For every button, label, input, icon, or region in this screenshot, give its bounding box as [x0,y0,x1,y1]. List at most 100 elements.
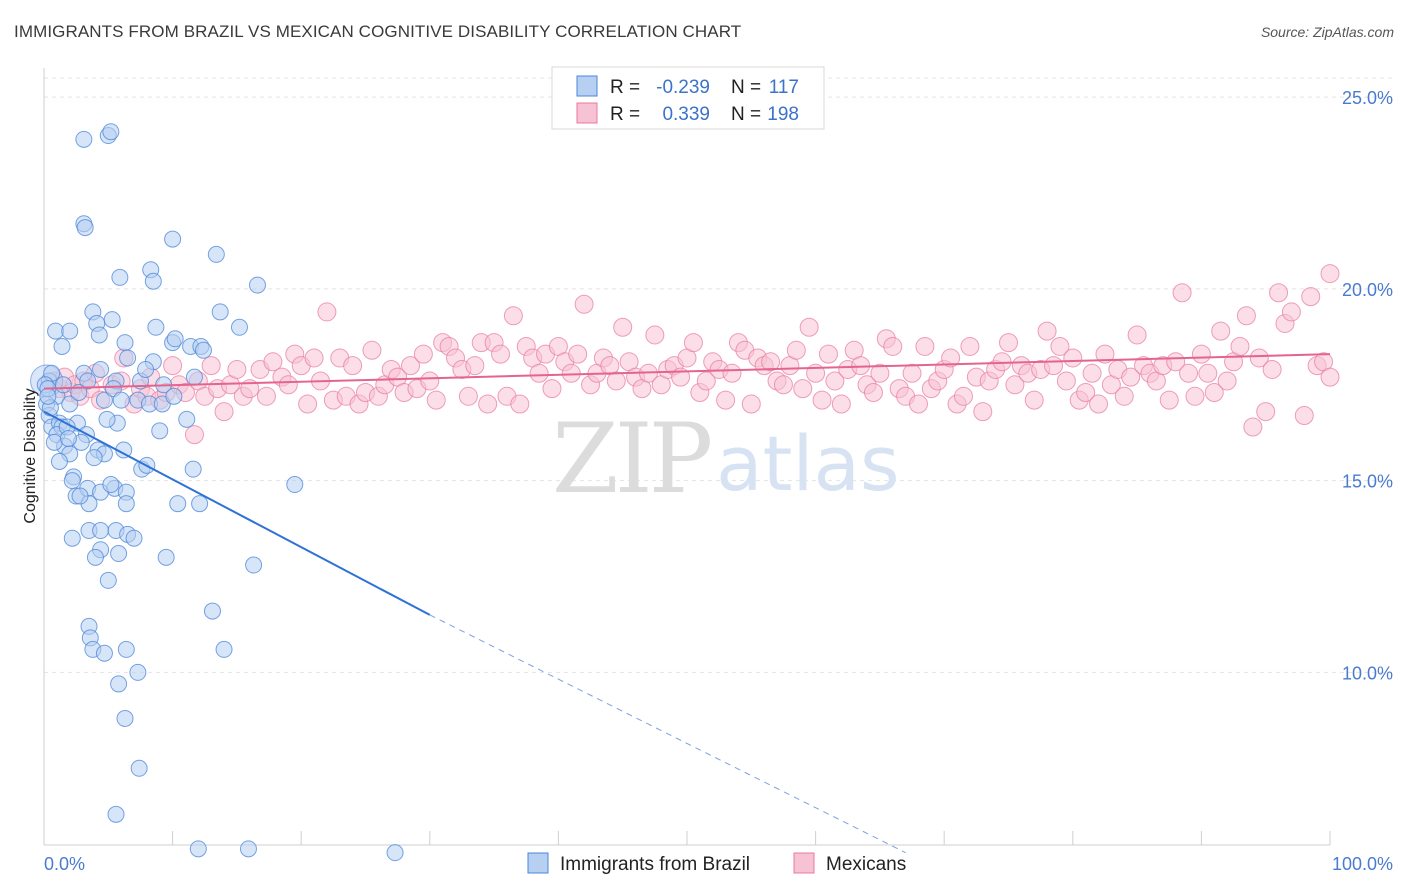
brazil-point-95 [110,675,128,693]
watermark-atlas: atlas [716,419,900,508]
mexicans-point-182 [1217,371,1237,391]
brazil-point-114 [59,429,77,447]
brazil-point-34 [92,360,110,378]
mexicans-point-111 [761,352,781,372]
brazil-point-72 [117,495,135,513]
mexicans-point-119 [812,390,832,410]
mexicans-point-190 [1269,283,1289,303]
mexicans-point-42 [317,302,337,322]
mexicans-point-108 [741,394,761,414]
mexicans-point-189 [1262,359,1282,379]
mexicans-point-46 [343,356,363,376]
mexicans-point-141 [953,386,973,406]
mexicans-point-148 [999,333,1018,353]
brazil-point-18 [61,322,79,340]
brazil-point-14 [147,318,165,336]
mexicans-point-152 [1024,390,1044,410]
mexicans-point-40 [304,348,324,368]
mexicans-point-93 [645,325,665,345]
source-credit: Source: ZipAtlas.com [1260,24,1394,40]
mexicans-point-134 [908,394,928,414]
mexicans-point-186 [1243,417,1263,437]
brazil-trend-line [43,410,431,616]
legend-r-value-mexicans: 0.339 [662,104,710,125]
mexicans-point-149 [1005,375,1025,395]
mexicans-point-142 [960,336,980,356]
mexicans-point-194 [1301,287,1321,307]
mexicans-point-193 [1294,405,1314,425]
mexicans-point-178 [1191,344,1211,364]
brazil-point-87 [203,602,221,620]
legend-swatch-mexicans [576,102,598,124]
brazil-point-108 [112,391,130,409]
brazil-point-109 [137,360,155,378]
mexicans-point-198 [1320,367,1340,387]
mexicans-point-82 [574,294,594,314]
mexicans-point-72 [510,394,530,414]
brazil-point-25 [194,341,212,359]
mexicans-point-81 [568,344,588,364]
mexicans-point-184 [1230,336,1250,356]
brazil-point-100 [239,840,257,858]
watermark-zip: ZIP [552,403,711,515]
brazil-point-98 [107,805,125,823]
brazil-point-99 [189,840,207,858]
mexicans-point-67 [478,394,498,414]
mexicans-point-104 [716,390,736,410]
brazil-point-17 [47,322,65,340]
mexicans-point-177 [1185,386,1205,406]
brazil-point-31 [54,376,72,394]
brazil-point-115 [39,387,57,405]
mexicans-point-27 [214,402,234,422]
mexicans-point-113 [773,375,793,395]
brazil-point-64 [286,476,304,494]
brazil-point-58 [50,453,68,470]
legend-n-value-mexicans: 198 [767,104,799,125]
tick-labels: 10.0% 15.0% 20.0% 25.0% 0.0% 100.0% [44,88,1393,874]
brazil-point-119 [71,487,89,505]
mexicans-point-122 [831,394,851,414]
mexicans-point-75 [529,363,549,383]
brazil-point-83 [110,545,128,563]
mexicans-point-154 [1037,321,1057,341]
mexicans-point-39 [298,394,318,414]
brazil-point-63 [184,460,202,478]
brazil-point-16 [230,318,248,336]
mexicans-point-188 [1256,402,1276,422]
brazil-point-22 [166,330,184,348]
y-tick-label-2: 20.0% [1342,280,1393,300]
mexicans-point-185 [1236,306,1256,326]
brazil-point-117 [85,449,103,467]
stats-legend: R = -0.239 N = 117 R = 0.339 N = 198 [551,66,825,130]
mexicans-point-105 [722,363,742,383]
mexicans-point-155 [1044,356,1064,376]
mexicans-point-179 [1198,363,1218,383]
mexicans-point-130 [883,336,903,356]
y-tick-label-1: 15.0% [1342,472,1393,492]
brazil-points [30,123,404,862]
brazil-point-110 [165,387,183,405]
mexicans-point-161 [1082,363,1102,383]
brazil-point-7 [111,268,129,286]
mexicans-point-175 [1172,283,1192,303]
bottom-legend-label-mexicans: Mexicans [826,854,906,875]
mexicans-point-88 [613,317,633,337]
mexicans-point-33 [256,386,276,406]
brazil-point-12 [103,311,121,329]
mexicans-point-127 [863,382,883,402]
mexicans-point-99 [683,333,703,353]
mexicans-point-65 [465,356,485,376]
brazil-point-46 [95,391,113,409]
brazil-point-27 [119,349,137,367]
mexicans-point-187 [1249,348,1269,368]
y-tick-label-0: 10.0% [1342,663,1393,683]
brazil-point-92 [215,640,233,658]
axes [43,68,1331,846]
brazil-point-33 [79,372,97,390]
mexicans-point-121 [825,371,845,391]
mexicans-point-29 [227,359,247,379]
brazil-point-26 [53,337,71,355]
brazil-point-2 [75,130,93,148]
brazil-point-77 [92,522,110,540]
